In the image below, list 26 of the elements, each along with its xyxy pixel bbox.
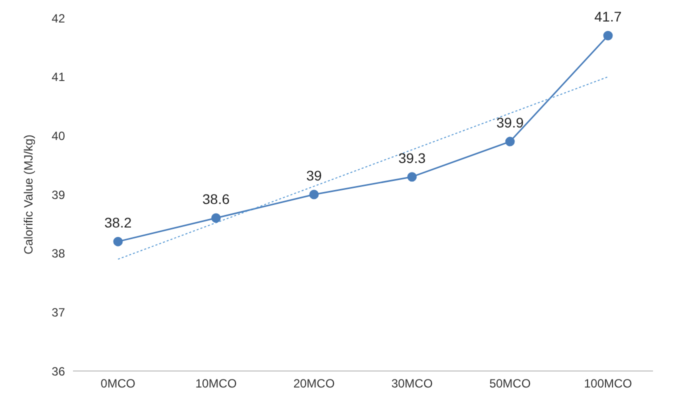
point bbox=[113, 236, 123, 246]
y-tick-label: 41 bbox=[52, 70, 66, 84]
y-tick-label: 37 bbox=[52, 305, 66, 320]
point bbox=[505, 136, 515, 146]
data-label: 39.9 bbox=[496, 114, 524, 131]
point bbox=[603, 30, 613, 40]
data-label: 38.2 bbox=[104, 214, 132, 231]
y-tick-label: 36 bbox=[52, 364, 66, 378]
y-tick-label: 39 bbox=[52, 188, 66, 202]
x-tick-label: 30MCO bbox=[391, 376, 433, 391]
x-tick-label: 50MCO bbox=[489, 376, 531, 391]
point bbox=[309, 190, 319, 200]
x-tick-label: 10MCO bbox=[195, 376, 237, 391]
x-tick-label: 20MCO bbox=[293, 376, 335, 391]
data-label: 39 bbox=[306, 168, 322, 184]
data-label: 38.6 bbox=[202, 191, 230, 208]
point bbox=[407, 172, 417, 182]
x-tick-label: 100MCO bbox=[584, 376, 632, 391]
y-tick-label: 38 bbox=[52, 246, 66, 261]
data-label: 39.3 bbox=[398, 150, 426, 166]
data-label: 41.7 bbox=[594, 8, 622, 25]
y-tick-label: 40 bbox=[52, 128, 66, 143]
y-tick-label: 42 bbox=[52, 11, 66, 26]
point bbox=[211, 213, 221, 223]
y-axis-title: Calorific Value (MJ/kg) bbox=[21, 134, 36, 254]
x-tick-label: 0MCO bbox=[100, 376, 136, 391]
